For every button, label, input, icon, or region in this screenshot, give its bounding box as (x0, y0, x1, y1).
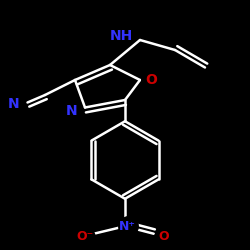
Text: NH: NH (110, 29, 133, 43)
Text: N: N (66, 104, 77, 118)
Text: O⁻: O⁻ (76, 230, 94, 243)
Text: O: O (158, 230, 169, 243)
Text: O: O (145, 73, 157, 87)
Text: N⁺: N⁺ (119, 220, 136, 233)
Text: N: N (8, 97, 20, 111)
